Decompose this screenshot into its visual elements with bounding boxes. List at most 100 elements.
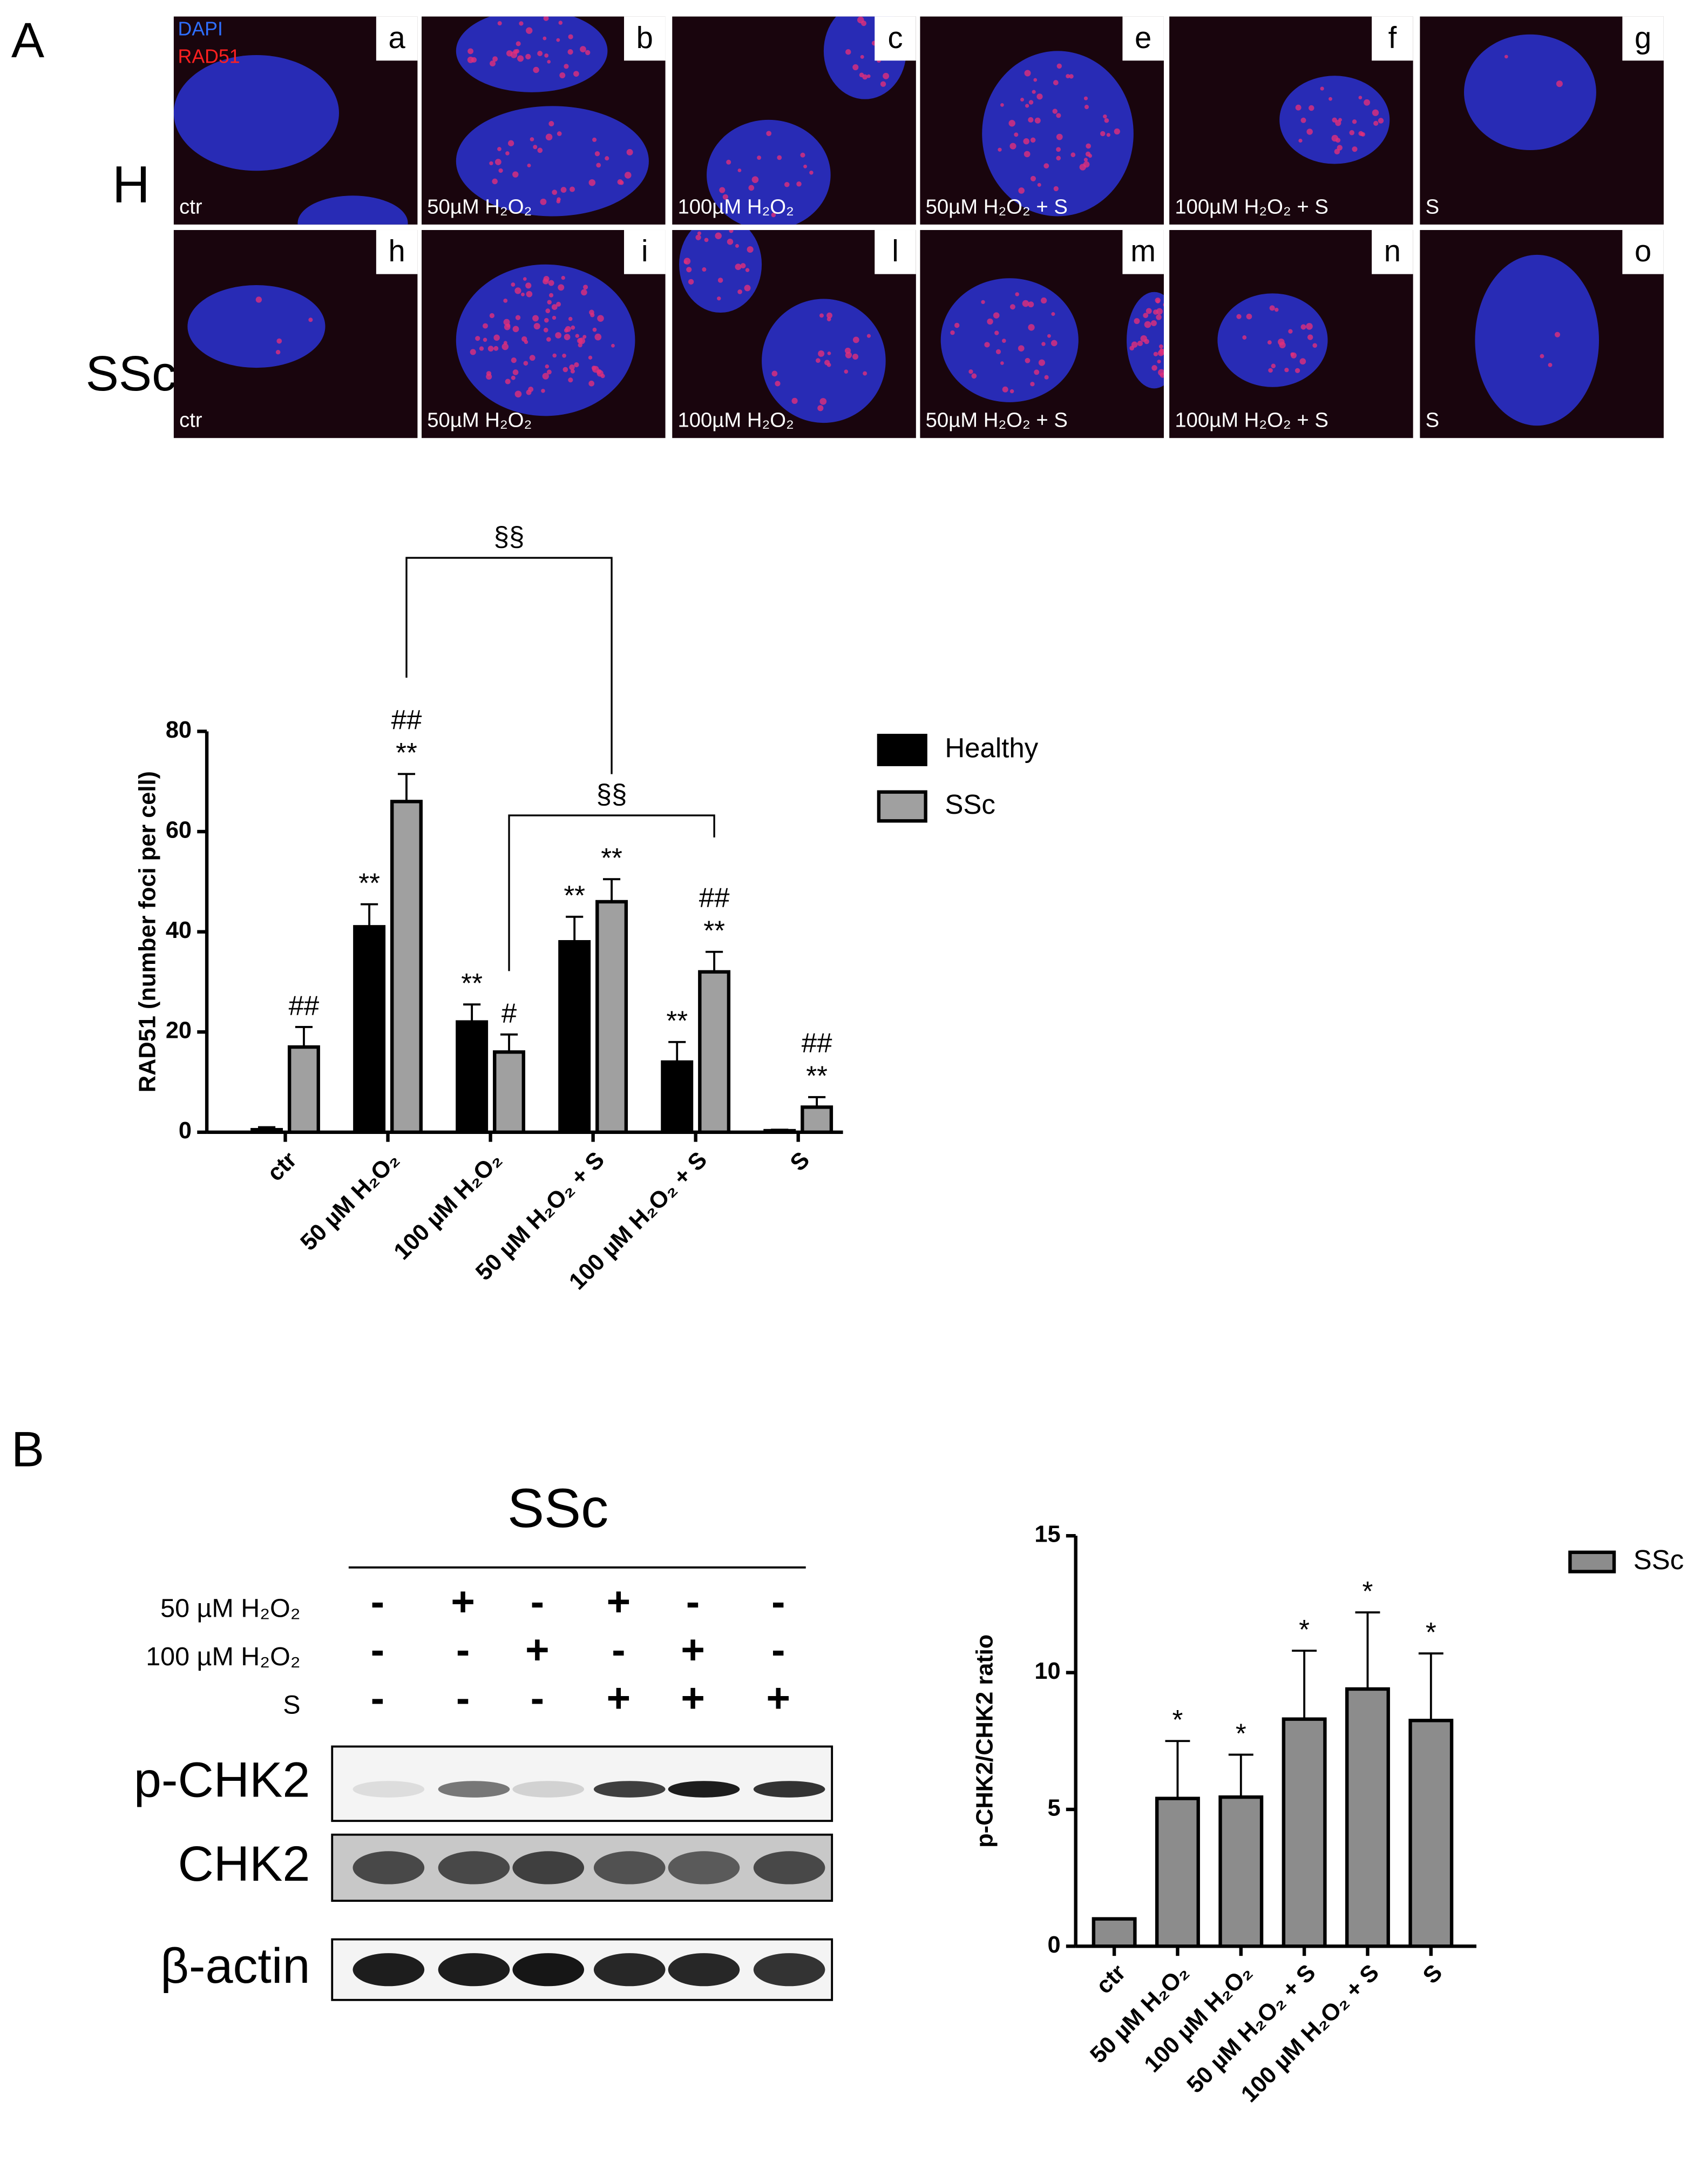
focus: [1002, 386, 1008, 393]
tile-letter-box: [1372, 16, 1413, 61]
tile-letter-box: [1122, 16, 1164, 61]
x-tick-label: 100 µM H₂O₂: [389, 1147, 507, 1265]
focus: [546, 369, 552, 375]
nucleus: [762, 299, 886, 423]
focus: [1009, 143, 1016, 150]
focus: [540, 198, 547, 205]
focus: [968, 369, 973, 374]
tile-caption: 100µM H₂O₂ + S: [1175, 409, 1329, 432]
focus: [597, 315, 604, 322]
focus: [564, 334, 571, 340]
focus: [1025, 357, 1031, 363]
focus: [1150, 320, 1157, 327]
focus: [594, 151, 600, 157]
row-label: H: [112, 155, 150, 214]
focus: [1028, 100, 1034, 105]
focus: [588, 355, 593, 360]
focus: [998, 147, 1002, 152]
treatment-label: 100 µM H₂O₂: [146, 1642, 300, 1671]
focus: [543, 16, 549, 21]
treatment-sign: -: [686, 1579, 700, 1625]
focus: [574, 362, 579, 368]
focus: [542, 373, 549, 380]
nuclei: [1464, 34, 1596, 151]
focus: [1056, 133, 1063, 140]
focus: [1018, 187, 1025, 194]
focus: [1014, 132, 1019, 137]
blot-frame: [331, 1745, 833, 1822]
focus: [737, 168, 742, 172]
focus: [1070, 152, 1076, 157]
significance-label: ##: [699, 882, 730, 913]
focus: [987, 318, 993, 325]
tile-letter-box: [376, 16, 418, 61]
treatment-sign: -: [771, 1579, 785, 1625]
treatment-sign: -: [771, 1627, 785, 1673]
focus: [1052, 109, 1058, 114]
significance-label: **: [564, 880, 585, 911]
focus: [1103, 114, 1107, 119]
blot-band: [668, 1851, 740, 1885]
focus: [1023, 138, 1029, 145]
bar: [698, 970, 731, 1134]
focus: [503, 298, 508, 303]
focus: [1337, 145, 1343, 151]
focus: [592, 327, 597, 332]
treatment-sign: -: [531, 1579, 544, 1625]
focus: [562, 367, 568, 373]
focus: [1284, 368, 1289, 373]
focus: [1288, 329, 1293, 334]
focus: [605, 156, 609, 161]
error-bar: [602, 878, 621, 902]
focus: [683, 260, 688, 264]
nuclei: [173, 55, 408, 225]
focus: [489, 161, 493, 166]
focus: [541, 389, 545, 393]
y-axis-label: RAD51 (number foci per cell): [134, 771, 160, 1092]
focus: [818, 350, 825, 357]
focus: [1158, 344, 1163, 349]
focus: [1275, 307, 1279, 312]
focus: [1131, 341, 1138, 348]
tile-letter-box: [875, 229, 916, 274]
focus: [552, 353, 557, 358]
focus: [1100, 131, 1106, 137]
focus: [514, 390, 522, 398]
blot-band: [353, 1953, 425, 1987]
focus: [1030, 175, 1036, 181]
focus: [511, 357, 517, 363]
y-tick-label: 60: [166, 818, 192, 843]
significance-label: **: [396, 737, 417, 768]
focus: [866, 334, 871, 338]
nucleus: [707, 119, 831, 225]
focus: [479, 346, 484, 351]
tile-letter-box: [624, 16, 666, 61]
focus: [588, 380, 595, 387]
blot-band: [593, 1781, 666, 1798]
focus: [1556, 80, 1563, 87]
tile-letter-box: [1122, 229, 1164, 274]
bar: [1345, 1687, 1390, 1948]
focus: [570, 369, 575, 374]
focus: [717, 296, 721, 301]
focus: [543, 36, 547, 40]
focus: [611, 343, 615, 348]
focus: [1040, 297, 1047, 304]
focus: [1030, 382, 1035, 387]
legend-swatch: [877, 790, 927, 823]
focus: [883, 72, 890, 79]
focus: [494, 159, 501, 165]
micrograph: a ctr: [173, 16, 418, 225]
focus: [1056, 63, 1062, 69]
comparison-bracket: [508, 814, 715, 971]
focus: [1157, 360, 1161, 364]
focus: [1008, 120, 1015, 127]
focus: [512, 369, 519, 375]
focus: [1032, 90, 1036, 94]
focus: [571, 325, 575, 330]
focus: [1144, 339, 1149, 345]
focus: [569, 364, 575, 370]
focus: [1043, 163, 1049, 169]
legend-label: Healthy: [945, 732, 1038, 763]
